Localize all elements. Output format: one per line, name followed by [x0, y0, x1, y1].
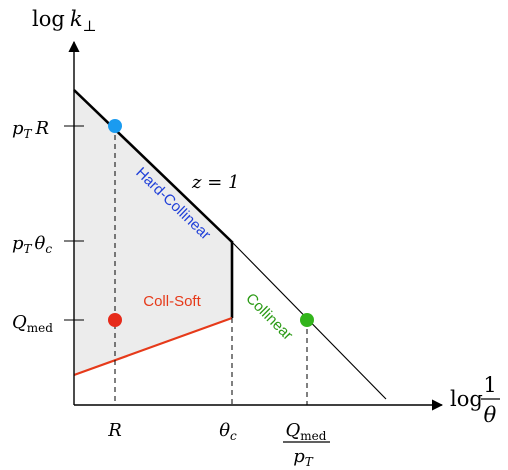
- y-tick-label-Qmed: Qmed: [12, 312, 53, 335]
- z-equals-one-label: z = 1: [191, 172, 239, 193]
- point-coll-soft: [108, 313, 122, 327]
- x-tick-label-R: R: [107, 420, 122, 441]
- y-axis-label: log k⊥: [32, 7, 97, 35]
- x-axis-label-log: log: [450, 387, 483, 411]
- point-hard-collinear: [108, 119, 122, 133]
- coll-soft-boundary: [73, 316, 233, 377]
- z-equals-one-line: [73, 89, 233, 243]
- x-tick-label-thc: θc: [219, 420, 237, 443]
- y-tick-label-pT-R: pT R: [12, 118, 49, 141]
- x-axis-label-den: θ: [484, 403, 497, 427]
- y-tick-label-pT-thc: pT θc: [12, 233, 52, 256]
- shaded-region: [74, 90, 232, 375]
- point-collinear: [300, 313, 314, 327]
- x-axis-label-num: 1: [483, 373, 496, 397]
- x-tick-label-Qmed-den: pT: [293, 446, 314, 469]
- region-label-collinear: Collinear: [242, 290, 296, 344]
- region-label-coll-soft: Coll-Soft: [143, 293, 201, 310]
- x-tick-label-Qmed-num: Qmed: [286, 420, 327, 443]
